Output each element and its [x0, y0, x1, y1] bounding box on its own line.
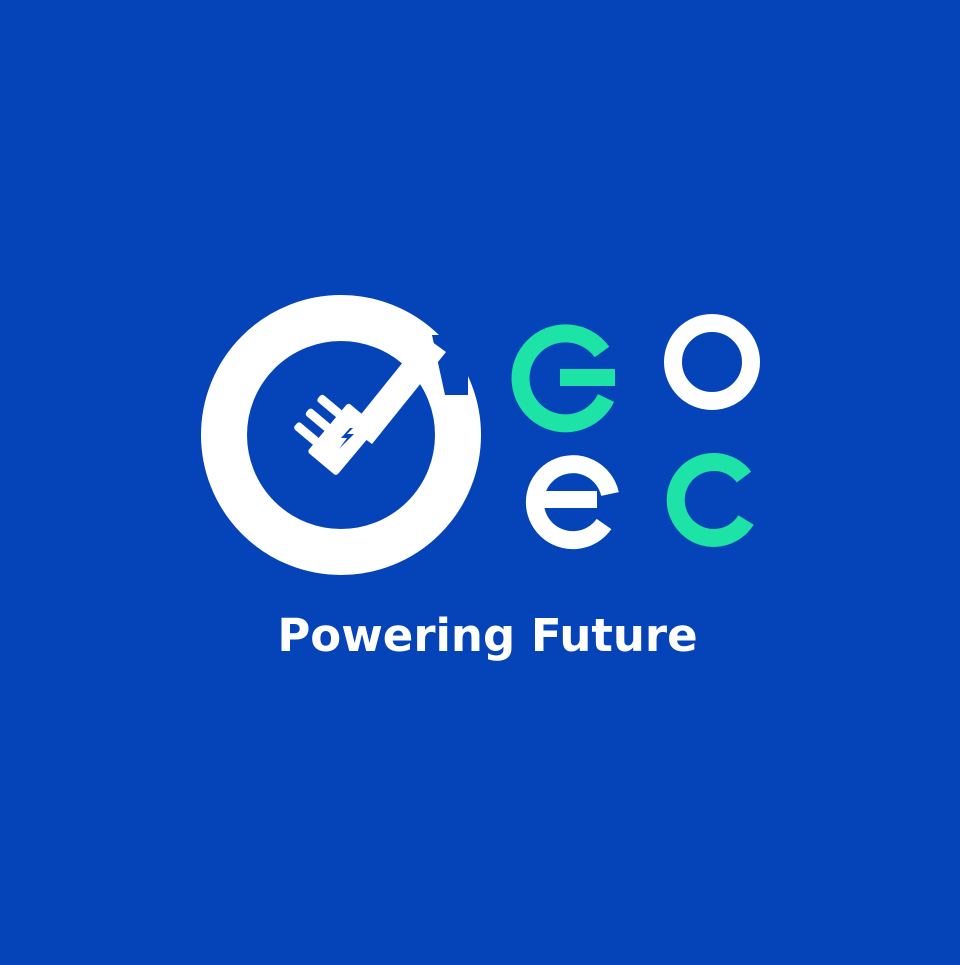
plug-icon	[294, 394, 377, 475]
g-plug-emblem-icon	[201, 295, 481, 575]
brand-tagline: Powering Future	[277, 609, 698, 662]
letter-c	[666, 452, 754, 547]
letter-o	[664, 314, 760, 410]
g-ring	[201, 295, 481, 575]
letter-g	[511, 324, 615, 433]
plug-cable	[350, 336, 446, 444]
lightning-bolt-icon	[339, 428, 354, 449]
letter-e	[525, 455, 619, 550]
